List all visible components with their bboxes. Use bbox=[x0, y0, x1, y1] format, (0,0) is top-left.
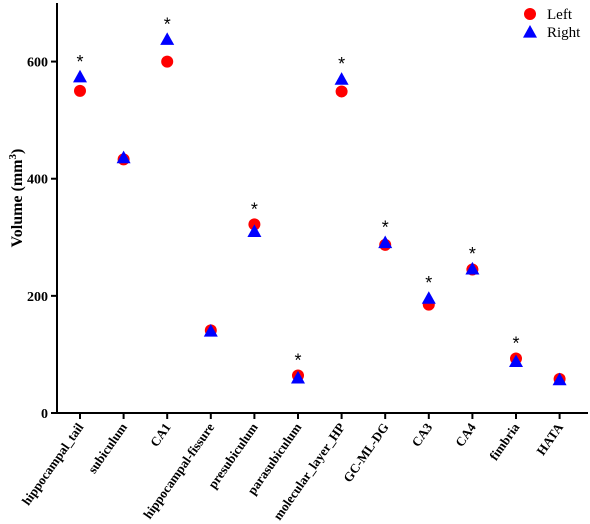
y-tick-label: 0 bbox=[41, 407, 48, 422]
right-point bbox=[465, 261, 480, 275]
data-marks: * * * * * * * * * bbox=[73, 14, 567, 386]
right-point bbox=[247, 224, 262, 238]
legend-label-left: Left bbox=[547, 7, 573, 23]
left-point bbox=[248, 218, 261, 231]
right-point bbox=[552, 372, 567, 386]
significance-star: * bbox=[512, 334, 519, 354]
significance-star: * bbox=[251, 199, 258, 219]
y-axis-title-close: ) bbox=[9, 149, 26, 154]
y-tick-label: 600 bbox=[27, 56, 48, 71]
right-point bbox=[291, 370, 305, 384]
x-tick-label: CA4 bbox=[452, 420, 479, 450]
x-tick-label: GC-ML-DG bbox=[340, 420, 392, 485]
left-point bbox=[74, 84, 86, 97]
y-tick-label: 400 bbox=[27, 173, 48, 188]
y-axis-title-text: Volume (mm bbox=[9, 159, 26, 248]
significance-star: * bbox=[164, 14, 171, 34]
x-tick-label: CA3 bbox=[408, 420, 435, 450]
x-tick-label: CA1 bbox=[147, 420, 174, 449]
right-point bbox=[203, 324, 218, 337]
right-point bbox=[116, 150, 131, 164]
left-point bbox=[161, 55, 174, 68]
right-point bbox=[160, 32, 175, 45]
legend-marker-left bbox=[524, 8, 536, 20]
significance-star: * bbox=[469, 244, 476, 264]
y-axis-title-superscript: 3 bbox=[7, 153, 19, 159]
y-tick-label: 200 bbox=[27, 290, 48, 305]
legend-label-right: Right bbox=[547, 25, 581, 41]
right-point bbox=[334, 72, 349, 85]
significance-star: * bbox=[338, 54, 345, 74]
legend-marker-right bbox=[523, 25, 537, 38]
right-point bbox=[421, 291, 436, 304]
legend: Left Right bbox=[523, 7, 581, 41]
right-point bbox=[509, 354, 523, 368]
left-point bbox=[335, 85, 348, 98]
y-axis-title: Volume (mm3) bbox=[7, 149, 26, 248]
x-tick-label: hippocampal_tail bbox=[19, 420, 87, 508]
significance-star: * bbox=[76, 52, 83, 72]
right-point bbox=[378, 235, 393, 249]
x-tick-label: HATA bbox=[533, 420, 566, 458]
significance-star: * bbox=[425, 273, 432, 293]
significance-star: * bbox=[382, 218, 389, 238]
x-tick-label: subiculum bbox=[85, 420, 131, 476]
x-tick-label: fimbria bbox=[486, 420, 523, 463]
significance-star: * bbox=[294, 351, 301, 371]
right-point bbox=[73, 69, 87, 83]
